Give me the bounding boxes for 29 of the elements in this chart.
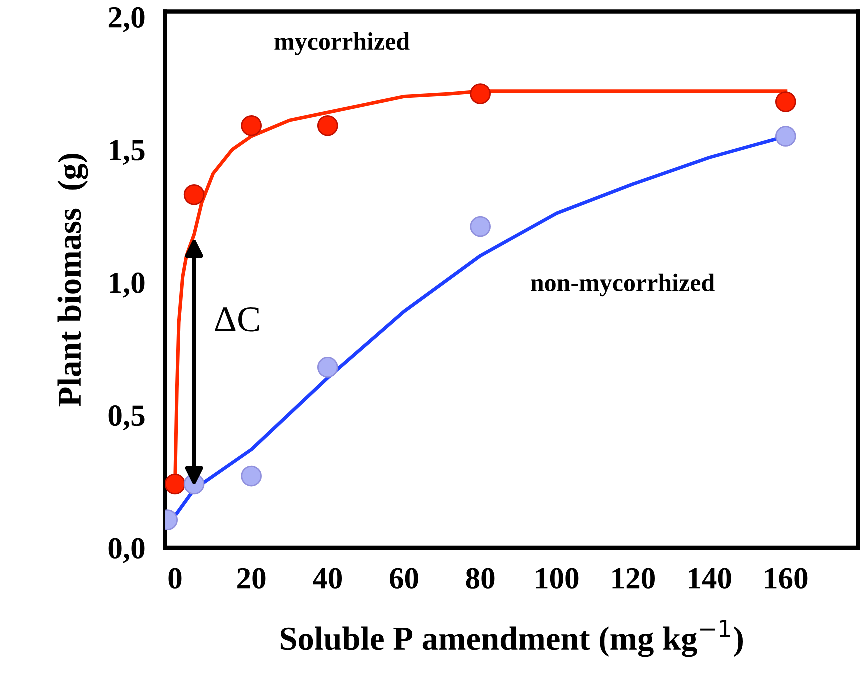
x-tick-label: 60 bbox=[390, 568, 418, 589]
x-tick-label: 120 bbox=[612, 568, 655, 589]
y-tick-label: 2,0 bbox=[108, 7, 145, 32]
x-axis-title: Soluble P amendment (mg kg$^{−1}$) bbox=[280, 620, 743, 658]
y-axis-title: Plant biomass (g) bbox=[58, 154, 88, 407]
point bbox=[775, 126, 796, 147]
x-tick-label: 20 bbox=[238, 568, 266, 589]
annotation: mycorrhized bbox=[274, 32, 410, 56]
point bbox=[775, 92, 796, 112]
y-tick-label: 1,0 bbox=[110, 272, 145, 298]
x-tick-label: 160 bbox=[765, 568, 808, 589]
point bbox=[470, 84, 491, 104]
x-tick-label: 40 bbox=[313, 568, 342, 589]
x-tick-label: 140 bbox=[689, 568, 732, 589]
point bbox=[470, 216, 491, 238]
point bbox=[184, 184, 205, 206]
point bbox=[165, 474, 186, 495]
point bbox=[241, 115, 262, 136]
y-tick-label: 1,5 bbox=[110, 140, 145, 166]
y-tick-label: 0,5 bbox=[108, 406, 145, 431]
x-tick-label: 0 bbox=[168, 568, 182, 589]
x-tick-label: 100 bbox=[536, 568, 579, 589]
point bbox=[317, 115, 338, 136]
annotation: ΔC bbox=[215, 308, 260, 332]
x-tick-label: 80 bbox=[466, 568, 495, 589]
point bbox=[317, 357, 338, 378]
y-tick-label: 0,0 bbox=[108, 538, 145, 564]
point bbox=[241, 466, 262, 487]
annotation: non-mycorrhized bbox=[531, 274, 715, 297]
